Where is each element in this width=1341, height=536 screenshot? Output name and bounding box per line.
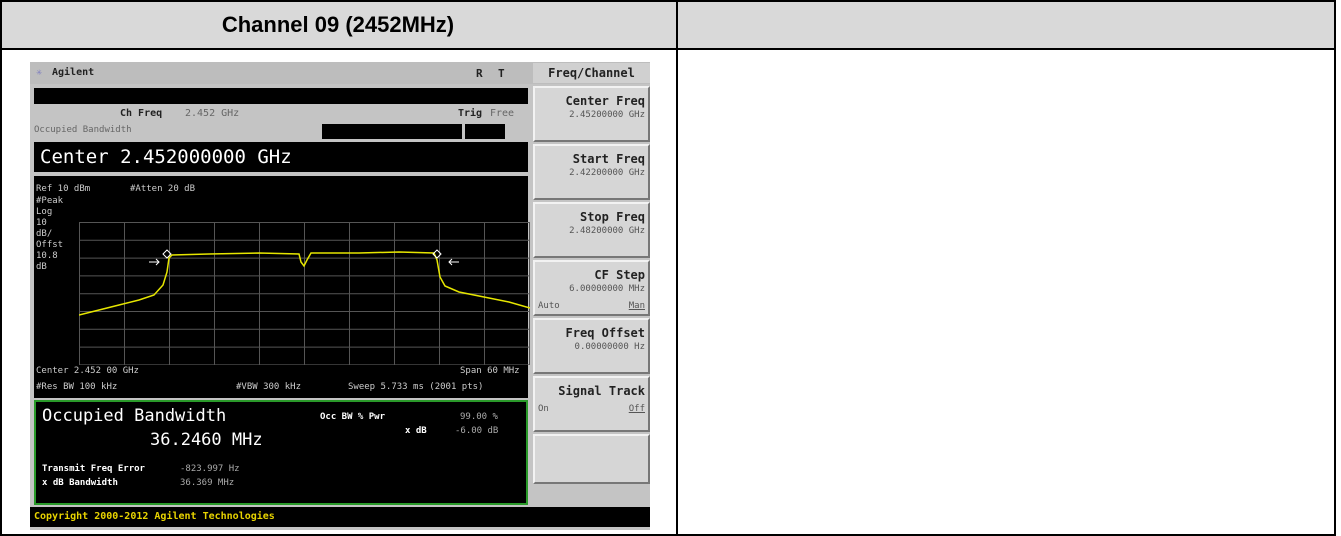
trace (79, 251, 530, 316)
header-title: Channel 09 (2452MHz) (221, 12, 455, 37)
vbw: #VBW 300 kHz (236, 382, 302, 392)
xbw-value: 36.369 MHz (180, 478, 235, 488)
softkey-label: Start Freq (572, 152, 645, 166)
softkey-value: 2.42200000 GHz (569, 168, 645, 178)
softkey-option: Auto (538, 301, 560, 311)
center-entry: Center 2.452000000 GHz (40, 146, 292, 168)
softkey-value: 0.00000000 Hz (574, 342, 645, 352)
softkey-label: CF Step (594, 268, 645, 282)
res-bw: #Res BW 100 kHz (36, 382, 118, 392)
marker-arrows (149, 258, 459, 266)
softkey: Signal Track On Off (533, 376, 650, 432)
softkey-value: 2.48200000 GHz (569, 226, 645, 236)
trig: Free (490, 108, 515, 119)
scale-label: Offst (36, 240, 64, 250)
top-bar (30, 62, 650, 84)
scale-label: 10 (36, 218, 47, 228)
ch-freq-label: Ch Freq (120, 108, 163, 119)
result-title: Occupied Bandwidth (42, 406, 227, 426)
message-bar (34, 88, 528, 104)
brand: Agilent (52, 67, 95, 78)
menu-title: Freq/Channel (533, 63, 650, 83)
softkey-label: Freq Offset (565, 326, 645, 340)
softkey-value: 2.45200000 GHz (569, 110, 645, 120)
softkey-option: On (538, 404, 549, 414)
row-divider (0, 48, 1336, 50)
scale-label: #Peak (36, 196, 64, 206)
softkey-option: Man (628, 301, 645, 311)
logo: ✳ (36, 67, 43, 78)
trace-plot (79, 222, 530, 365)
center-freq: Center 2.452 00 GHz (36, 366, 139, 376)
status: T (498, 67, 505, 80)
softkey-option: Off (628, 404, 645, 414)
softkey: Freq Offset 0.00000000 Hz (533, 318, 650, 374)
tfe-value: -823.997 Hz (180, 464, 240, 474)
xdb-value: -6.00 dB (455, 426, 499, 436)
softkey: Start Freq 2.42200000 GHz (533, 144, 650, 200)
trig-label: Trig (458, 108, 483, 119)
entry-box (34, 142, 528, 172)
mode: Occupied Bandwidth (34, 125, 132, 135)
analyzer-screen: ✳ Agilent R T Freq/Channel Ch Freq 2.452… (30, 62, 650, 530)
softkey: Stop Freq 2.48200000 GHz (533, 202, 650, 258)
column-divider (676, 0, 678, 536)
body-row (0, 48, 1336, 536)
sweep: Sweep 5.733 ms (2001 pts) (348, 382, 484, 392)
softkey (533, 434, 650, 484)
softkey-label: Center Freq (565, 94, 645, 108)
softkey-label: Stop Freq (579, 210, 645, 224)
attenuation: #Atten 20 dB (130, 184, 196, 194)
softkey: Center Freq 2.45200000 GHz (533, 86, 650, 142)
scale-label: dB (36, 262, 47, 272)
status: R (476, 67, 483, 80)
xdb-label: x dB (405, 426, 427, 436)
result-box (34, 400, 528, 505)
softkey: CF Step 6.00000000 MHz Auto Man (533, 260, 650, 316)
occ-label: Occ BW % Pwr (320, 412, 386, 422)
xbw-label: x dB Bandwidth (42, 478, 118, 488)
tfe-label: Transmit Freq Error (42, 464, 145, 474)
span: Span 60 MHz (460, 366, 520, 376)
copyright-bar (30, 507, 650, 527)
softkey-label: Signal Track (558, 384, 645, 398)
softkey-value: 6.00000000 MHz (569, 284, 645, 294)
occ-value: 99.00 % (460, 412, 498, 422)
ch-freq: 2.452 GHz (185, 108, 240, 119)
status-box (465, 124, 505, 139)
grid (79, 222, 530, 365)
status-box (322, 124, 462, 139)
markers (162, 249, 442, 259)
scale-label: Log (36, 207, 53, 217)
result-value: 36.2460 MHz (150, 430, 263, 450)
scale-label: dB/ (36, 229, 53, 239)
scale-labels: #Peak Log 10 dB/Offst 10.8 dB (36, 196, 63, 273)
copyright: Copyright 2000-2012 Agilent Technologies (34, 511, 275, 522)
ref-level: Ref 10 dBm (36, 184, 91, 194)
scale-label: 10.8 (36, 251, 58, 261)
